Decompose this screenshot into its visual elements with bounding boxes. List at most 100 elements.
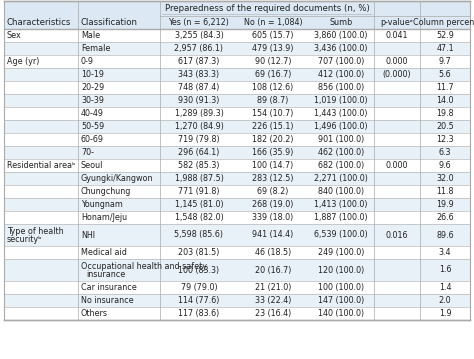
Text: 26.6: 26.6 bbox=[436, 213, 454, 222]
Text: 707 (100.0): 707 (100.0) bbox=[318, 57, 364, 66]
Text: 1,887 (100.0): 1,887 (100.0) bbox=[314, 213, 368, 222]
Text: 89 (8.7): 89 (8.7) bbox=[257, 96, 289, 105]
Text: No (n = 1,084): No (n = 1,084) bbox=[244, 18, 302, 27]
Text: 11.8: 11.8 bbox=[436, 187, 454, 196]
Bar bbox=[308, 1, 374, 16]
Bar bbox=[78, 1, 160, 16]
Text: 840 (100.0): 840 (100.0) bbox=[318, 187, 364, 196]
Text: 343 (83.3): 343 (83.3) bbox=[178, 70, 219, 79]
Text: 2,271 (100.0): 2,271 (100.0) bbox=[314, 174, 368, 183]
Text: 21 (21.0): 21 (21.0) bbox=[255, 283, 291, 292]
Text: 19.9: 19.9 bbox=[436, 200, 454, 209]
Text: 1,548 (82.0): 1,548 (82.0) bbox=[174, 213, 223, 222]
Text: Sex: Sex bbox=[7, 31, 22, 40]
Text: 226 (15.1): 226 (15.1) bbox=[252, 122, 294, 131]
Text: 203 (81.5): 203 (81.5) bbox=[178, 248, 219, 257]
Text: 1,413 (100.0): 1,413 (100.0) bbox=[314, 200, 368, 209]
Text: 856 (100.0): 856 (100.0) bbox=[318, 83, 364, 92]
Text: 6.3: 6.3 bbox=[439, 148, 451, 157]
Bar bbox=[4, 55, 470, 68]
Text: 1.4: 1.4 bbox=[439, 283, 451, 292]
Text: 479 (13.9): 479 (13.9) bbox=[252, 44, 294, 53]
Text: Characteristics: Characteristics bbox=[7, 18, 72, 27]
Bar bbox=[4, 146, 470, 159]
Bar bbox=[160, 1, 238, 16]
Text: p-valueᵃ: p-valueᵃ bbox=[381, 18, 413, 27]
Text: Honam/Jeju: Honam/Jeju bbox=[81, 213, 127, 222]
Text: 10-19: 10-19 bbox=[81, 70, 104, 79]
Bar bbox=[4, 198, 470, 211]
Text: 3,436 (100.0): 3,436 (100.0) bbox=[314, 44, 368, 53]
Text: 89.6: 89.6 bbox=[436, 230, 454, 239]
Bar bbox=[238, 1, 308, 16]
Text: 412 (100.0): 412 (100.0) bbox=[318, 70, 364, 79]
Text: 32.0: 32.0 bbox=[436, 174, 454, 183]
Text: 60-69: 60-69 bbox=[81, 135, 104, 144]
Bar bbox=[420, 16, 470, 29]
Text: Seoul: Seoul bbox=[81, 161, 103, 170]
Text: 50-59: 50-59 bbox=[81, 122, 104, 131]
Text: 100 (14.7): 100 (14.7) bbox=[252, 161, 293, 170]
Text: 0.041: 0.041 bbox=[386, 31, 408, 40]
Text: Gyungki/Kangwon: Gyungki/Kangwon bbox=[81, 174, 154, 183]
Bar bbox=[4, 120, 470, 133]
Text: 114 (77.6): 114 (77.6) bbox=[178, 296, 219, 305]
Text: Yes (n = 6,212): Yes (n = 6,212) bbox=[169, 18, 229, 27]
Bar bbox=[4, 294, 470, 307]
Text: Column percent: Column percent bbox=[413, 18, 474, 27]
Text: Chungchung: Chungchung bbox=[81, 187, 131, 196]
Bar bbox=[4, 29, 470, 42]
Text: 69 (8.2): 69 (8.2) bbox=[257, 187, 289, 196]
Text: 1,443 (100.0): 1,443 (100.0) bbox=[314, 109, 368, 118]
Text: Preparedness of the required documents (n, %): Preparedness of the required documents (… bbox=[164, 4, 369, 13]
Text: (0.000): (0.000) bbox=[383, 70, 411, 79]
Text: 3.4: 3.4 bbox=[439, 248, 451, 257]
Text: Residential areaᵇ: Residential areaᵇ bbox=[7, 161, 75, 170]
Bar bbox=[4, 259, 470, 281]
Bar bbox=[4, 185, 470, 198]
Text: 1,019 (100.0): 1,019 (100.0) bbox=[314, 96, 368, 105]
Text: 249 (100.0): 249 (100.0) bbox=[318, 248, 364, 257]
Text: Car insurance: Car insurance bbox=[81, 283, 137, 292]
Text: 283 (12.5): 283 (12.5) bbox=[252, 174, 294, 183]
Bar bbox=[4, 224, 470, 246]
Text: 0.016: 0.016 bbox=[386, 230, 408, 239]
Text: 20-29: 20-29 bbox=[81, 83, 104, 92]
Text: Others: Others bbox=[81, 309, 108, 318]
Text: 90 (12.7): 90 (12.7) bbox=[255, 57, 291, 66]
Text: 1.9: 1.9 bbox=[439, 309, 451, 318]
Text: 941 (14.4): 941 (14.4) bbox=[252, 230, 293, 239]
Bar bbox=[4, 211, 470, 224]
Bar bbox=[78, 16, 160, 29]
Bar bbox=[420, 1, 470, 16]
Text: 79 (79.0): 79 (79.0) bbox=[181, 283, 217, 292]
Text: 9.6: 9.6 bbox=[439, 161, 451, 170]
Text: 40-49: 40-49 bbox=[81, 109, 104, 118]
Text: 2.0: 2.0 bbox=[439, 296, 451, 305]
Text: 33 (22.4): 33 (22.4) bbox=[255, 296, 291, 305]
Text: 12.3: 12.3 bbox=[436, 135, 454, 144]
Text: 3,255 (84.3): 3,255 (84.3) bbox=[174, 31, 223, 40]
Text: 46 (18.5): 46 (18.5) bbox=[255, 248, 291, 257]
Bar bbox=[4, 107, 470, 120]
Text: Medical aid: Medical aid bbox=[81, 248, 127, 257]
Text: 771 (91.8): 771 (91.8) bbox=[178, 187, 220, 196]
Text: 154 (10.7): 154 (10.7) bbox=[252, 109, 294, 118]
Text: 23 (16.4): 23 (16.4) bbox=[255, 309, 291, 318]
Text: 1,145 (81.0): 1,145 (81.0) bbox=[175, 200, 223, 209]
Text: 30-39: 30-39 bbox=[81, 96, 104, 105]
Text: 3,860 (100.0): 3,860 (100.0) bbox=[314, 31, 368, 40]
Text: insurance: insurance bbox=[86, 270, 125, 279]
Text: 6,539 (100.0): 6,539 (100.0) bbox=[314, 230, 368, 239]
Bar bbox=[374, 16, 420, 29]
Text: 268 (19.0): 268 (19.0) bbox=[252, 200, 294, 209]
Bar bbox=[374, 1, 420, 16]
Bar bbox=[4, 307, 470, 320]
Text: 296 (64.1): 296 (64.1) bbox=[178, 148, 219, 157]
Text: Sumb: Sumb bbox=[329, 18, 353, 27]
Bar bbox=[4, 172, 470, 185]
Text: NHI: NHI bbox=[81, 230, 95, 239]
Text: 120 (100.0): 120 (100.0) bbox=[318, 266, 364, 275]
Text: 147 (100.0): 147 (100.0) bbox=[318, 296, 364, 305]
Text: 901 (100.0): 901 (100.0) bbox=[318, 135, 364, 144]
